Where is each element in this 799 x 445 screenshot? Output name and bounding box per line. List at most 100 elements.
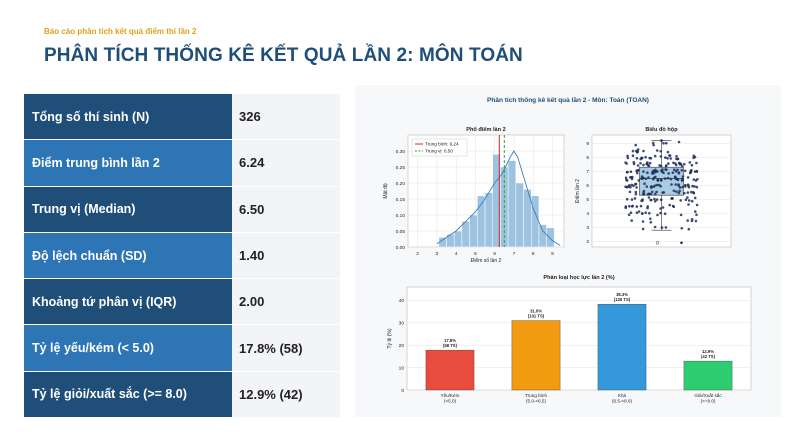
page-title: PHÂN TÍCH THỐNG KÊ KẾT QUẢ LẦN 2: MÔN TO… — [44, 45, 523, 66]
box-strip-point — [641, 227, 645, 231]
box-strip-point — [655, 198, 659, 201]
box-strip-point — [642, 176, 645, 180]
box-strip-point — [646, 206, 649, 210]
stat-label: Tỷ lệ giỏi/xuất sắc (>= 8.0) — [24, 371, 232, 418]
figure-title: Phân tích thống kê kết quả lần 2 - Môn: … — [487, 95, 649, 104]
box-strip-point — [653, 197, 656, 201]
hist-ytick-label: 0.15 — [396, 197, 406, 203]
stat-value: 17.8% (58) — [232, 325, 340, 371]
stat-label: Độ lệch chuẩn (SD) — [24, 232, 232, 279]
box-strip-point — [639, 157, 642, 161]
bar-ytick-label: 30 — [399, 321, 405, 327]
box-strip-point — [667, 162, 670, 165]
box-strip-point — [634, 143, 637, 147]
hist-ytick-label: 0.05 — [396, 229, 406, 235]
box-strip-point — [695, 213, 698, 217]
hist-xtick-label: 4 — [455, 251, 458, 257]
box-strip-point — [666, 157, 669, 160]
box-strip-point — [642, 170, 645, 173]
box-strip-point — [642, 149, 645, 153]
box-strip-point — [661, 206, 665, 209]
box-strip-point — [626, 170, 629, 174]
box-strip-point — [635, 211, 639, 214]
stat-row-mean: Điểm trung bình lần 2 6.24 — [24, 140, 340, 187]
hist-bar — [546, 227, 555, 248]
box-strip-point — [641, 220, 645, 223]
box-ytick-label: 4 — [586, 211, 589, 217]
box-strip-point — [652, 172, 655, 175]
box-strip-point — [671, 171, 675, 174]
box-strip-point — [646, 171, 649, 174]
box-strip-point — [652, 143, 655, 147]
stat-label: Khoảng tứ phân vị (IQR) — [24, 279, 232, 325]
box-strip-point — [625, 197, 629, 201]
box-strip-point — [686, 191, 690, 194]
charts-figure: Phân tích thống kê kết quả lần 2 - Môn: … — [383, 95, 752, 404]
box-strip-point — [692, 191, 695, 194]
stat-label: Tỷ lệ yếu/kém (< 5.0) — [24, 325, 232, 371]
bar-category-range: (<5.0) — [444, 399, 457, 404]
box-outlier — [655, 241, 660, 245]
box-strip-point — [624, 185, 627, 189]
box-strip-point — [630, 219, 633, 222]
hist-ylabel: Mật độ — [383, 183, 389, 199]
box-strip-point — [624, 161, 627, 164]
box-strip-point — [686, 176, 690, 179]
box-strip-point — [664, 165, 668, 168]
box-strip-point — [653, 154, 657, 158]
box-ylabel: Điểm lần 2 — [574, 179, 581, 203]
box-strip-point — [632, 184, 635, 188]
box-strip-point — [672, 161, 675, 165]
box-strip-point — [686, 183, 690, 186]
box-strip-point — [663, 212, 667, 215]
box-strip-point — [679, 213, 683, 217]
box-strip-point — [630, 198, 634, 201]
chart-panel: Phân tích thống kê kết quả lần 2 - Môn: … — [355, 85, 781, 417]
box-strip-point — [645, 162, 649, 166]
hist-bar — [461, 221, 470, 248]
box-strip-point — [664, 156, 667, 159]
box-strip-point — [659, 185, 662, 188]
bar-category-label: Yếu/Kém — [441, 393, 460, 398]
box-strip-point — [656, 213, 659, 217]
box-strip-point — [687, 199, 691, 202]
box-strip-point — [644, 177, 648, 181]
box-strip-point — [668, 154, 671, 157]
box-strip-point — [669, 177, 673, 181]
box-strip-point — [694, 210, 697, 213]
box-strip-point — [631, 175, 634, 179]
box-strip-point — [647, 176, 650, 179]
box-strip-point — [626, 156, 630, 160]
stat-row-excellent: Tỷ lệ giỏi/xuất sắc (>= 8.0) 12.9% (42) — [24, 371, 340, 419]
box-strip-point — [677, 191, 681, 195]
box-strip-point — [659, 164, 663, 168]
box-strip-point — [695, 170, 699, 173]
hist-ytick-label: 0.30 — [396, 149, 406, 155]
box-strip-point — [674, 183, 677, 186]
stat-row-weak: Tỷ lệ yếu/kém (< 5.0) 17.8% (58) — [24, 325, 340, 372]
hist-xtick-label: 8 — [532, 251, 535, 257]
box-strip-point — [628, 190, 632, 194]
hist-bar — [453, 230, 463, 248]
box-strip-point — [653, 200, 657, 203]
bar — [683, 360, 733, 391]
report-subtitle: Báo cáo phân tích kết quả điểm thi lần 2 — [44, 27, 197, 36]
box-strip-point — [673, 175, 677, 178]
stat-label: Trung vị (Median) — [24, 186, 232, 232]
bar-count-label: (125 TS) — [614, 297, 631, 302]
box-strip-point — [684, 183, 687, 187]
box-strip-point — [628, 204, 631, 208]
box-strip-point — [695, 161, 698, 165]
box-outlier — [680, 241, 683, 245]
hist-xtick-label: 7 — [513, 251, 516, 257]
box-strip-point — [660, 226, 664, 229]
box-strip-point — [677, 140, 681, 144]
stat-row-median: Trung vị (Median) 6.50 — [24, 186, 340, 233]
stat-row-total: Tổng số thí sinh (N) 326 — [24, 94, 340, 141]
box-strip-point — [636, 164, 640, 167]
box-strip-point — [655, 190, 658, 194]
box-strip-point — [663, 177, 667, 180]
box-strip-point — [634, 192, 638, 196]
hist-bar — [469, 214, 478, 248]
box-strip-point — [632, 161, 636, 164]
